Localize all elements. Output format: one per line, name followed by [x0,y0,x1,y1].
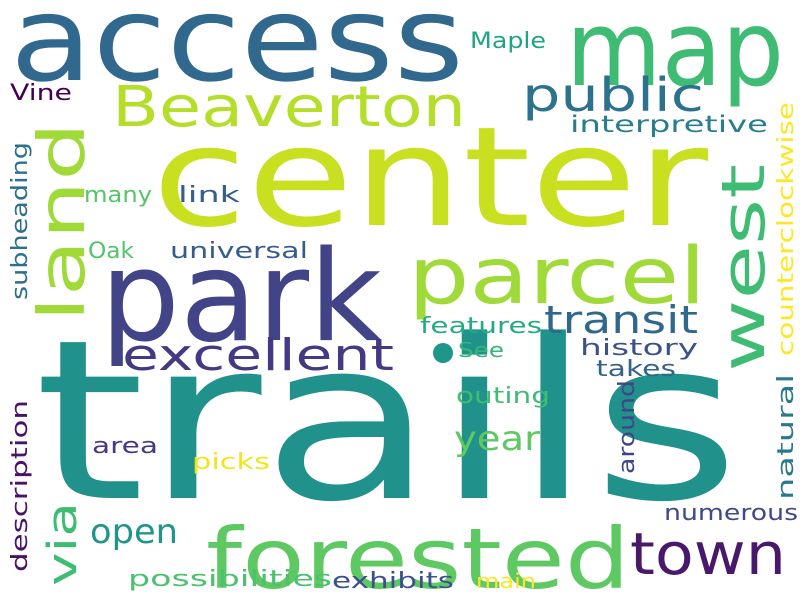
word-universal: universal [170,239,308,264]
word-See: See [458,338,504,362]
word-year: year [454,419,540,459]
word-area: area [92,434,158,459]
dot-mark [433,343,453,363]
word-history: history [580,336,698,361]
word-transit: transit [544,298,698,342]
word-parcel: parcel [408,232,706,322]
word-via: via [40,502,86,586]
word-link: link [178,183,240,208]
word-interpretive: interpretive [570,112,768,138]
word-trails: trails [34,293,740,551]
word-description: description [8,400,33,572]
word-numerous: numerous [664,501,798,526]
word-picks: picks [192,450,270,475]
word-possibilities: possibilities [128,567,332,592]
word-exhibits: exhibits [332,569,454,594]
word-Maple: Maple [470,29,546,54]
word-map: map [566,0,784,110]
word-Vine: Vine [10,81,72,106]
word-main: main [476,569,536,593]
word-forested: forested [206,510,630,600]
word-Oak: Oak [88,239,134,264]
word-west: west [709,164,779,372]
word-subheading: subheading [8,142,33,300]
word-land: land [26,122,100,322]
word-many: many [84,183,152,208]
word-town: town [630,520,786,588]
word-Beaverton: Beaverton [112,75,466,140]
word-counterclockwise: counterclockwise [774,102,799,356]
word-park: park [100,223,382,370]
word-takes: takes [596,357,676,382]
word-excellent: excellent [122,330,394,381]
word-outing: outing [456,384,550,409]
word-center: center [152,97,708,258]
word-around: around [615,380,640,474]
word-natural: natural [774,374,799,500]
word-public: public [522,68,704,122]
word-features: features [420,314,542,339]
word-access: access [10,0,464,108]
word-open: open [90,512,178,552]
